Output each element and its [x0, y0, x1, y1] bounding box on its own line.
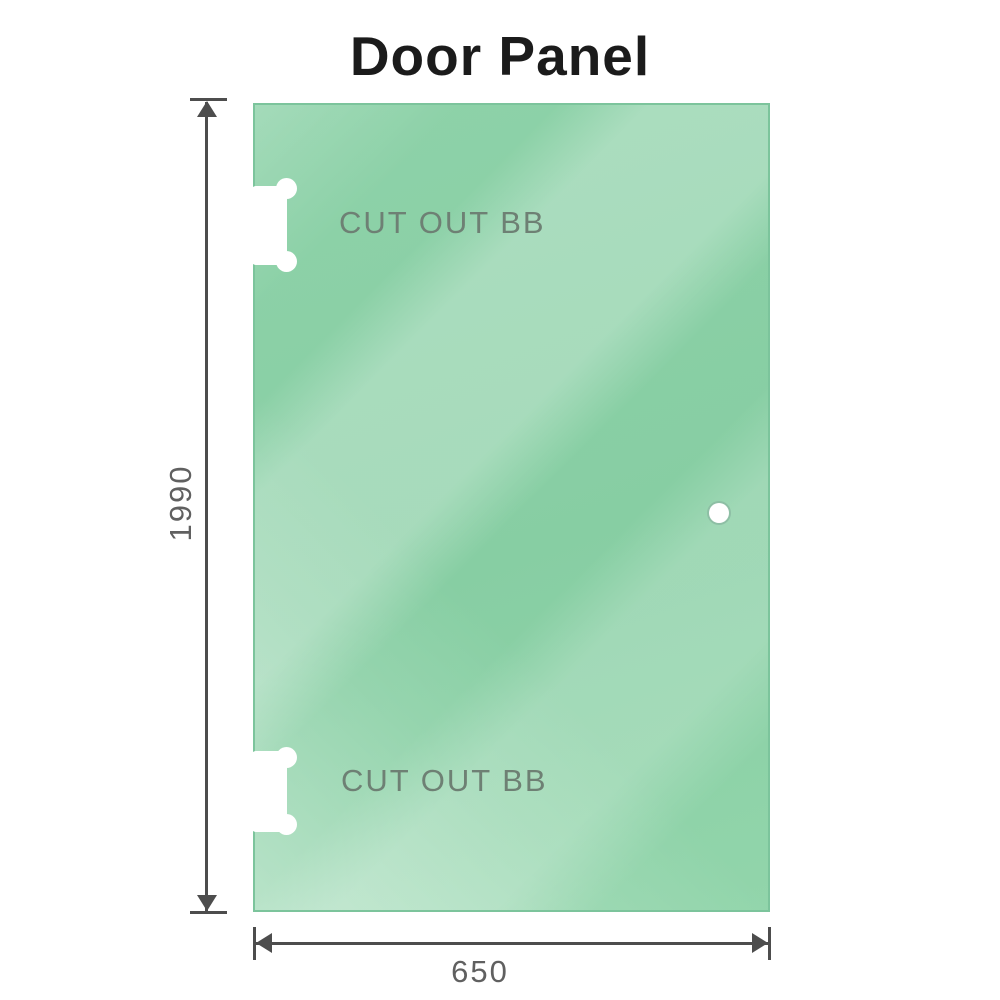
hinge-cutout-top [251, 178, 297, 272]
arrow-left-icon [256, 933, 272, 953]
width-dimension-label: 650 [451, 954, 509, 989]
handle-hole-icon [707, 501, 731, 525]
cutout-lobe-icon [276, 747, 297, 768]
arrow-right-icon [752, 933, 768, 953]
height-dimension-label: 1990 [163, 464, 198, 542]
cutout-label-top: CUT OUT BB [339, 205, 546, 240]
width-dimension-tick-left [253, 927, 256, 960]
cutout-lobe-icon [276, 178, 297, 199]
height-dimension-tick-top [190, 98, 227, 101]
arrow-down-icon [197, 895, 217, 911]
cutout-label-bottom: CUT OUT BB [341, 763, 548, 798]
height-dimension-line [205, 102, 208, 911]
cutout-lobe-icon [276, 251, 297, 272]
height-dimension-tick-bottom [190, 911, 227, 914]
page-title: Door Panel [349, 25, 651, 87]
glass-panel: CUT OUT BB CUT OUT BB [251, 103, 770, 912]
width-dimension-line [255, 942, 770, 945]
hinge-cutout-bottom [251, 747, 297, 835]
cutout-lobe-icon [276, 814, 297, 835]
arrow-up-icon [197, 101, 217, 117]
width-dimension-tick-right [768, 927, 771, 960]
